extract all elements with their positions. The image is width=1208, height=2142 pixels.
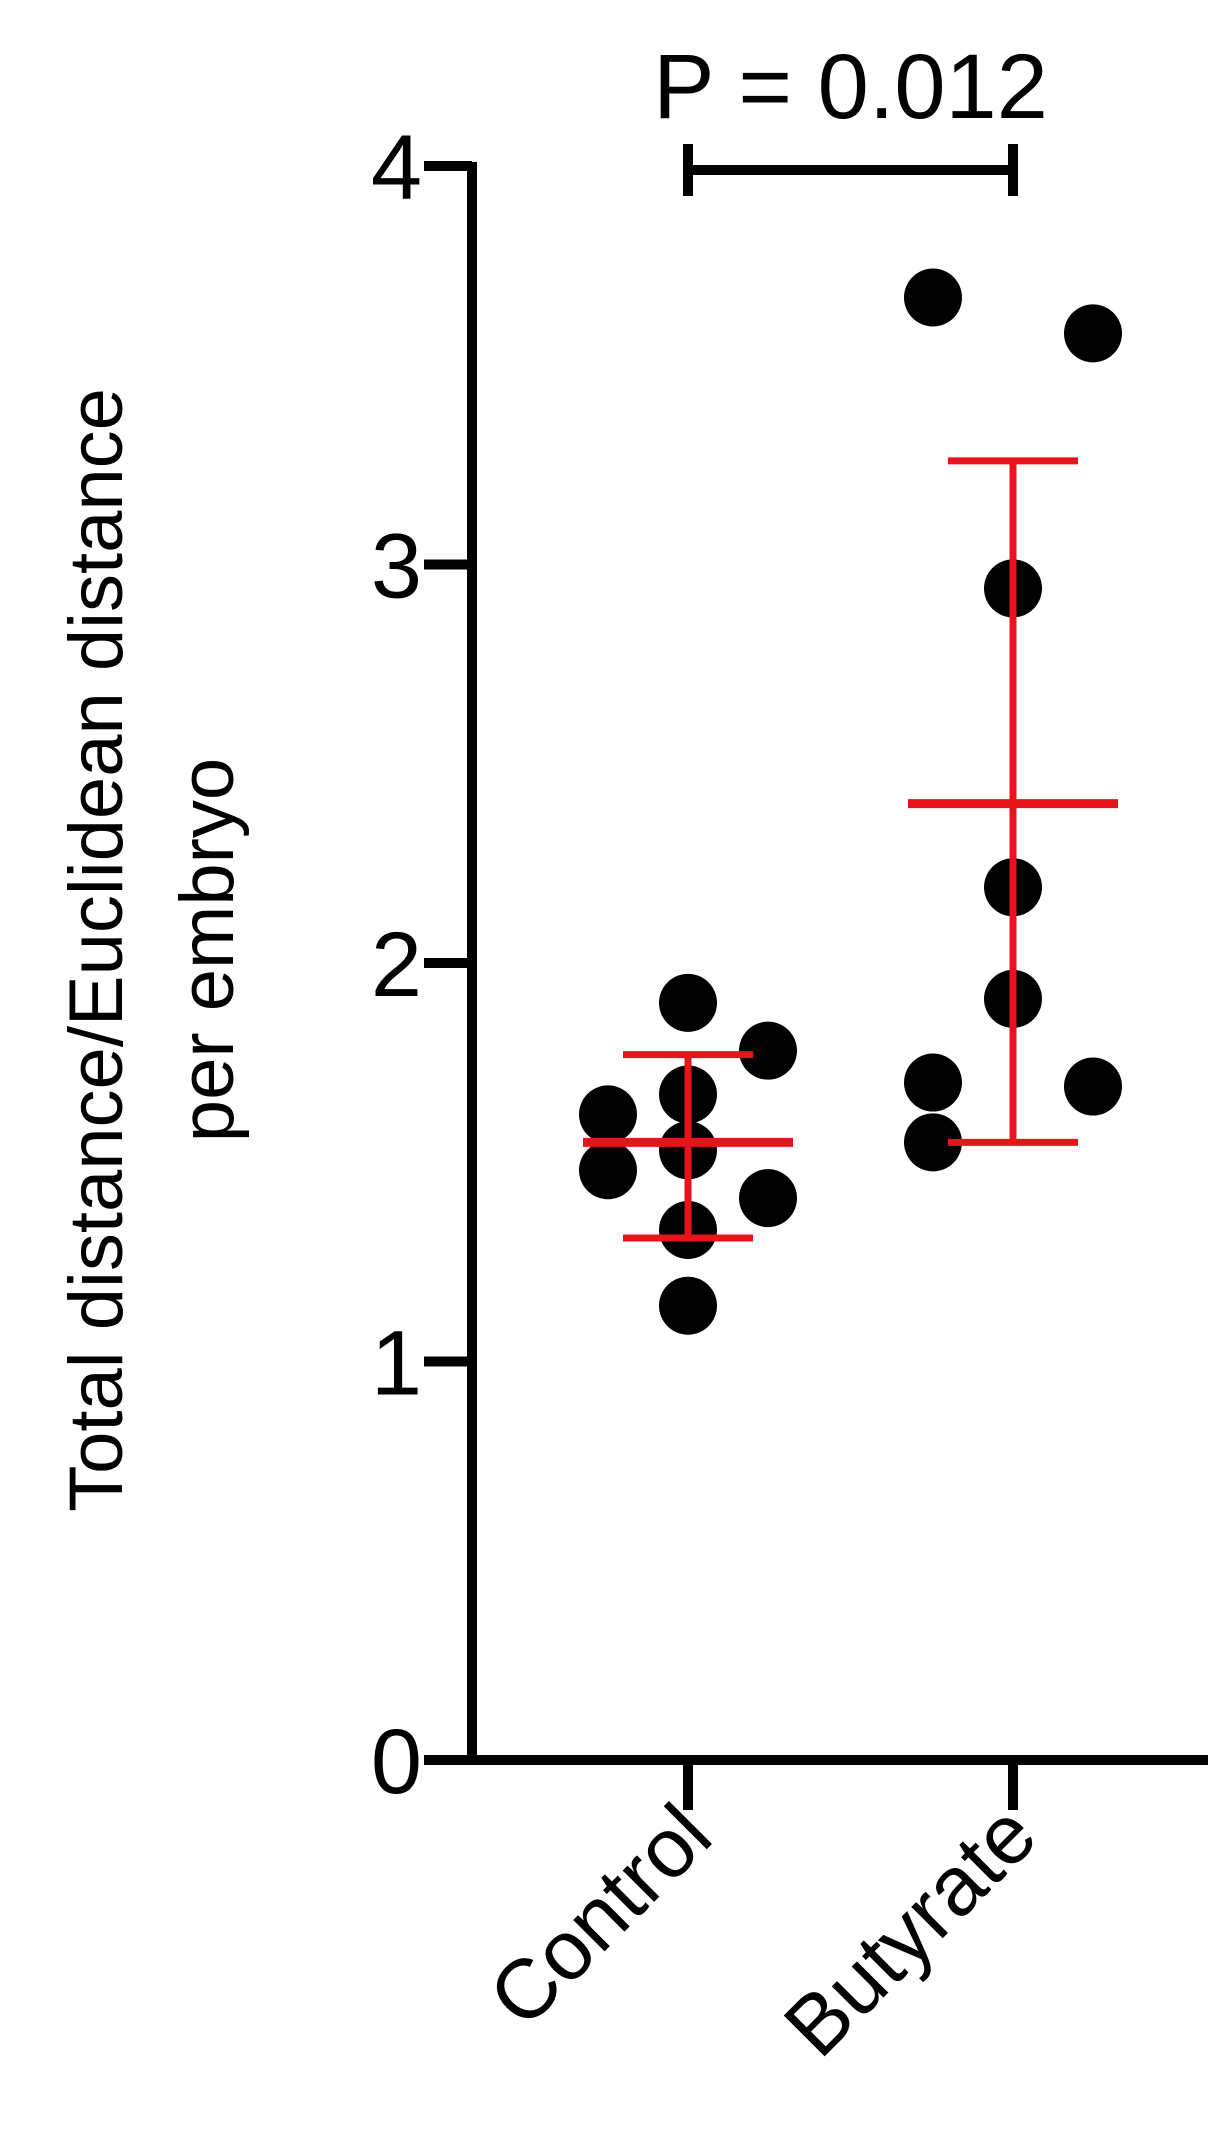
y-axis-label-line-2: per embryo <box>165 758 250 1142</box>
y-axis-label-line-1: Total distance/Euclidean distance <box>54 388 139 1512</box>
data-point <box>659 1276 717 1335</box>
y-tick-label: 1 <box>371 1313 422 1415</box>
data-point <box>579 1141 637 1200</box>
axes <box>467 162 1208 1765</box>
x-category-label: Butyrate <box>766 1786 1054 2074</box>
data-point <box>1064 1057 1122 1116</box>
x-ticks: Control Butyrate <box>471 1760 1054 2074</box>
significance-annotation: P = 0.012 <box>653 36 1048 196</box>
data-point <box>904 268 962 327</box>
y-tick-label: 4 <box>371 117 422 219</box>
data-point <box>579 1085 637 1144</box>
y-ticks: 0 1 2 3 4 <box>371 117 472 1813</box>
data-point <box>659 973 717 1032</box>
data-point <box>1064 304 1122 363</box>
data-point <box>904 1113 962 1172</box>
y-tick-label: 3 <box>371 516 422 618</box>
data-point <box>739 1169 797 1228</box>
data-point <box>739 1021 797 1080</box>
x-category-label: Control <box>471 1786 729 2044</box>
p-value-label: P = 0.012 <box>653 36 1048 138</box>
mean-sd-bars <box>583 457 1118 1242</box>
y-tick-label: 2 <box>371 914 422 1016</box>
y-tick-label: 0 <box>371 1711 422 1813</box>
y-axis-label: Total distance/Euclidean distance per em… <box>54 388 250 1512</box>
data-point <box>904 1053 962 1112</box>
